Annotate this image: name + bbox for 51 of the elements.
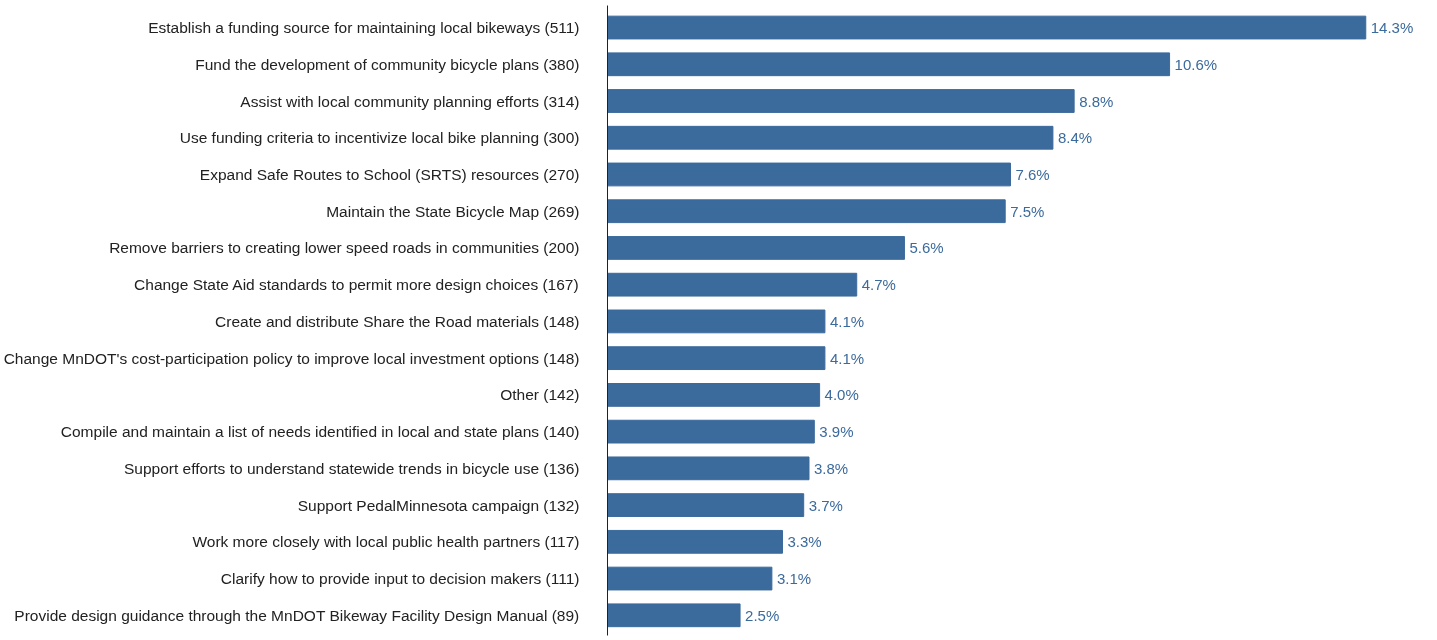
data-label: 7.6% bbox=[1015, 165, 1050, 183]
bar bbox=[607, 52, 1171, 77]
y-tick-label: Establish a funding source for maintaining local bikeways (511) bbox=[148, 19, 580, 37]
bar bbox=[607, 419, 815, 444]
y-tick-label: Change MnDOT's cost-participation policy to improve local investment options (148) bbox=[3, 349, 580, 367]
y-tick-label: Remove barriers to creating lower speed roads in communities (200) bbox=[109, 239, 580, 257]
bar bbox=[607, 15, 1367, 40]
data-label: 10.6% bbox=[1174, 55, 1218, 73]
bar bbox=[607, 125, 1054, 150]
y-tick-label: Maintain the State Bicycle Map (269) bbox=[326, 202, 580, 220]
bar bbox=[607, 309, 826, 334]
data-label: 4.1% bbox=[829, 312, 865, 330]
bar bbox=[607, 493, 805, 517]
data-label: 3.3% bbox=[787, 533, 822, 551]
data-label: 4.7% bbox=[861, 276, 896, 294]
y-tick-label: Change State Aid standards to permit more design choices (167) bbox=[134, 276, 579, 294]
bar bbox=[607, 162, 1011, 187]
data-label: 3.8% bbox=[814, 459, 849, 477]
y-tick-label: Compile and maintain a list of needs identified in local and state plans (140) bbox=[60, 423, 580, 441]
y-tick-label: Clarify how to provide input to decision makers (111) bbox=[220, 570, 580, 588]
bar bbox=[607, 383, 821, 407]
data-label: 14.3% bbox=[1370, 19, 1414, 37]
bar bbox=[607, 529, 783, 554]
bar bbox=[607, 236, 905, 260]
bar bbox=[607, 89, 1075, 113]
data-label: 3.7% bbox=[808, 496, 843, 514]
y-tick-label: Provide design guidance through the MnDOT Bikeway Facility Design Manual (89) bbox=[14, 606, 580, 624]
y-tick-label: Expand Safe Routes to School (SRTS) resources (270) bbox=[199, 165, 580, 183]
data-label: 3.1% bbox=[776, 570, 812, 588]
data-label: 8.4% bbox=[1057, 129, 1093, 147]
y-tick-label: Fund the development of community bicycle plans (380) bbox=[195, 55, 580, 73]
bar bbox=[607, 346, 826, 371]
data-label: 2.5% bbox=[745, 606, 780, 624]
y-tick-label: Work more closely with local public health partners (117) bbox=[192, 533, 580, 551]
bar bbox=[607, 603, 741, 628]
y-tick-label: Use funding criteria to incentivize local bike planning (300) bbox=[179, 129, 580, 147]
data-label: 7.5% bbox=[1010, 202, 1045, 220]
y-tick-label: Create and distribute Share the Road materials (148) bbox=[215, 312, 580, 330]
y-tick-label: Support efforts to understand statewide trends in bicycle use (136) bbox=[124, 459, 580, 477]
y-tick-label: Support PedalMinnesota campaign (132) bbox=[297, 496, 580, 514]
y-tick-label: Assist with local community planning efforts (314) bbox=[240, 92, 580, 110]
bar bbox=[607, 566, 773, 591]
data-label: 3.9% bbox=[819, 423, 854, 441]
bar bbox=[607, 456, 810, 481]
data-label: 5.6% bbox=[909, 239, 944, 257]
data-label: 4.0% bbox=[824, 386, 859, 404]
data-label: 4.1% bbox=[829, 349, 865, 367]
y-tick-label: Other (142) bbox=[500, 386, 580, 404]
bar bbox=[607, 199, 1006, 224]
bar bbox=[607, 272, 858, 297]
data-label: 8.8% bbox=[1079, 92, 1114, 110]
